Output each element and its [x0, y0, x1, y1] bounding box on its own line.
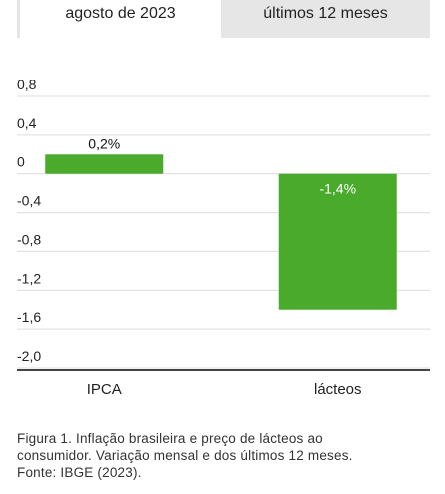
y-tick-label: 0,4: [17, 115, 37, 131]
tab-agosto-2023[interactable]: agosto de 2023: [17, 0, 221, 38]
tab-ultimos-12-meses[interactable]: últimos 12 meses: [221, 0, 430, 38]
data-label: -1,4%: [319, 181, 356, 197]
bar-ipca: [45, 154, 164, 174]
x-tick-label: lácteos: [314, 381, 362, 398]
period-tabs: agosto de 2023 últimos 12 meses: [17, 0, 430, 38]
y-tick-label: 0: [17, 154, 25, 170]
caption-line-1: Figura 1. Inflação brasileira e preço de…: [17, 431, 323, 446]
x-tick-label: IPCA: [87, 381, 122, 398]
caption-line-2: consumidor. Variação mensal e dos último…: [17, 448, 353, 463]
data-label: 0,2%: [88, 135, 120, 151]
y-tick-label: 0,8: [17, 80, 37, 92]
bar-chart: 0,8 0,4 0 -0,4 -0,8 -1,2 -1,6 -2,0 0,2% IPCA -1,4%…: [17, 80, 430, 398]
figure-caption: Figura 1. Inflação brasileira e preço de…: [17, 430, 437, 481]
y-tick-label: -1,6: [17, 309, 41, 325]
y-tick-label: -0,4: [17, 193, 41, 209]
y-tick-label: -2,0: [17, 348, 41, 364]
bar-lácteos: [278, 173, 397, 310]
y-tick-label: -0,8: [17, 231, 41, 247]
caption-line-3: Fonte: IBGE (2023).: [17, 465, 142, 480]
y-tick-label: -1,2: [17, 270, 41, 286]
